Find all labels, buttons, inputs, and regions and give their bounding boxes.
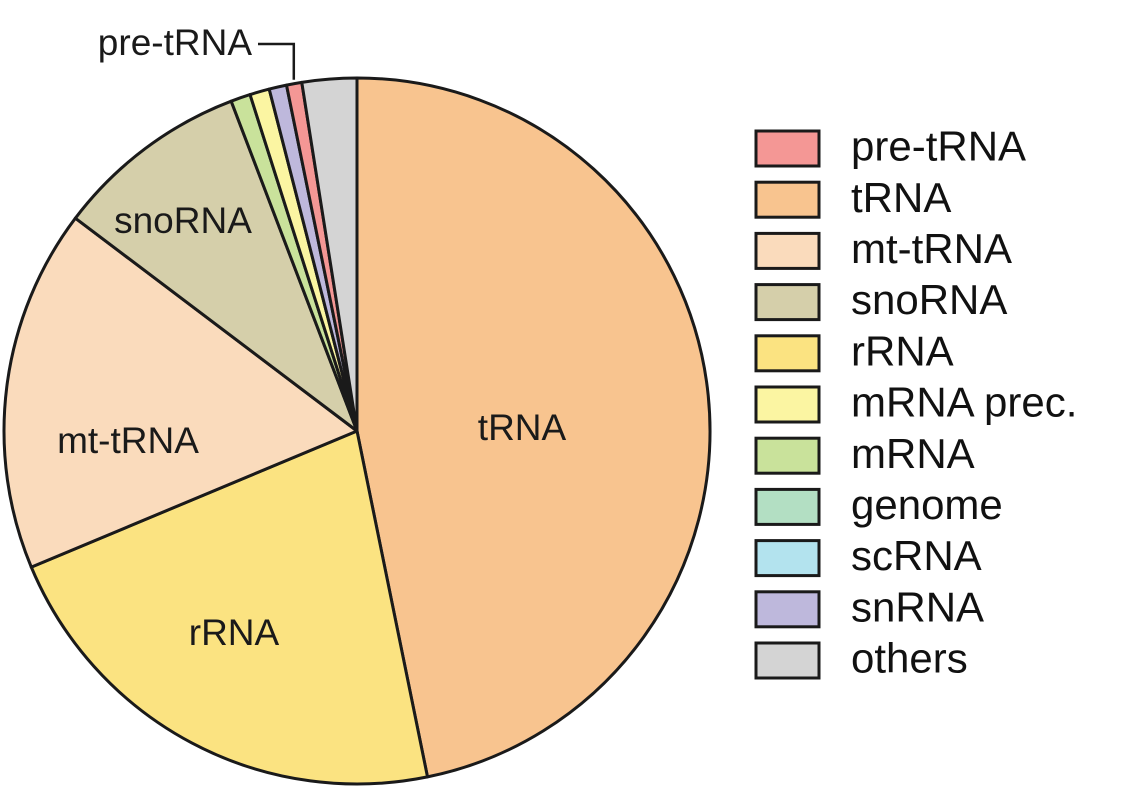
- pie-slice-snorna: [73, 99, 359, 433]
- legend-swatch-mrna: [754, 436, 821, 475]
- pie-outer-label: pre-tRNA: [98, 22, 253, 63]
- legend-label-mt-trna: mt-tRNA: [851, 225, 1012, 272]
- pie-slice-mt-trna: [2, 216, 359, 569]
- legend-item-mrna-prec: mRNA prec.: [754, 379, 1077, 426]
- legend-label-mrna-prec: mRNA prec.: [851, 379, 1077, 426]
- slice-label-snorna: snoRNA: [114, 200, 252, 241]
- legend-label-trna: tRNA: [851, 174, 951, 221]
- legend-item-mt-trna: mt-tRNA: [754, 225, 1012, 272]
- legend-swatch-snrna: [754, 590, 821, 629]
- legend-item-snorna: snoRNA: [754, 276, 1007, 323]
- legend-label-others: others: [851, 635, 968, 682]
- legend-swatch-others: [754, 641, 821, 680]
- legend-label-snrna: snRNA: [851, 583, 984, 630]
- pie-slice-rrna: [29, 429, 429, 786]
- legend-item-pre-trna: pre-tRNA: [754, 123, 1026, 170]
- slice-label-trna: tRNA: [478, 407, 567, 448]
- legend-swatch-trna: [754, 180, 821, 219]
- legend-swatch-pre-trna: [754, 129, 821, 168]
- pie-outer-label-group: pre-tRNA: [98, 22, 296, 80]
- legend-label-scrna: scRNA: [851, 532, 982, 579]
- slice-label-mt-trna: mt-tRNA: [57, 420, 199, 461]
- pre-trna-leader-line: [258, 42, 296, 80]
- legend-item-rrna: rRNA: [754, 327, 954, 374]
- legend-label-snorna: snoRNA: [851, 276, 1007, 323]
- pie-slices: [2, 76, 712, 786]
- legend-label-genome: genome: [851, 481, 1003, 528]
- legend-item-snrna: snRNA: [754, 583, 984, 630]
- slice-label-rrna: rRNA: [189, 612, 280, 653]
- legend-swatch-mt-trna: [754, 231, 821, 270]
- legend-label-rrna: rRNA: [851, 327, 954, 374]
- legend-item-others: others: [754, 635, 968, 682]
- pie-slice-labels: tRNA rRNA mt-tRNA snoRNA: [57, 200, 566, 653]
- legend-swatch-mrna-prec: [754, 385, 821, 424]
- legend-item-scrna: scRNA: [754, 532, 982, 579]
- legend-swatch-genome: [754, 487, 821, 526]
- pie-slice-others: [300, 76, 359, 433]
- legend-label-pre-trna: pre-tRNA: [851, 123, 1026, 170]
- legend-swatch-scrna: [754, 539, 821, 578]
- legend-item-trna: tRNA: [754, 174, 951, 221]
- legend-swatch-snorna: [754, 283, 821, 322]
- legend-label-mrna: mRNA: [851, 430, 975, 477]
- legend-swatch-rrna: [754, 334, 821, 373]
- legend-item-genome: genome: [754, 481, 1003, 528]
- legend-item-mrna: mRNA: [754, 430, 975, 477]
- pie-slice-trna: [355, 76, 712, 779]
